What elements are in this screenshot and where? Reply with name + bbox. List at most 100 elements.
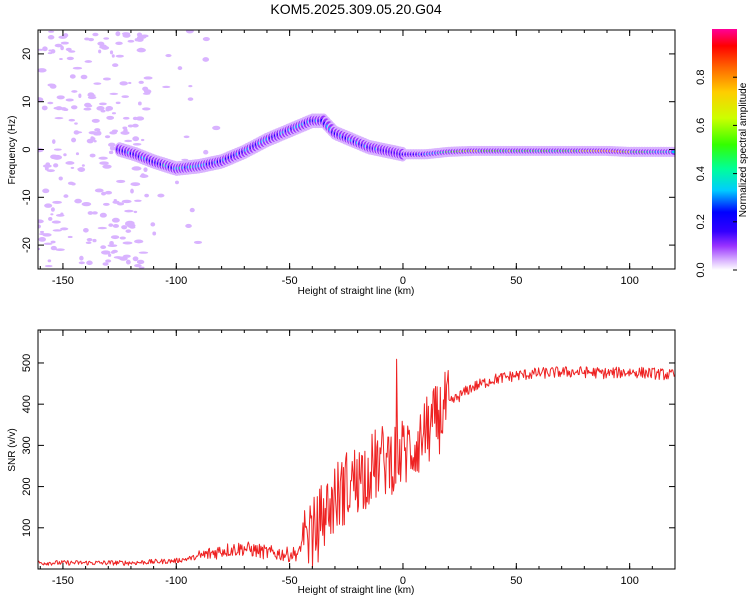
noise-speckle xyxy=(38,48,44,51)
noise-speckle xyxy=(42,164,52,168)
noise-speckle xyxy=(47,101,54,105)
noise-speckle xyxy=(50,154,58,160)
chart-title: KOM5.2025.309.05.20.G04 xyxy=(270,1,441,17)
noise-speckle xyxy=(104,190,113,195)
bottom-xtick-label: 50 xyxy=(510,575,522,587)
noise-speckle xyxy=(143,89,152,94)
noise-speckle xyxy=(101,191,107,196)
colorbar-tick-label: 0.2 xyxy=(695,214,707,229)
top-ytick-label: 20 xyxy=(21,48,33,60)
noise-speckle xyxy=(38,224,41,229)
noise-speckle xyxy=(177,66,183,71)
noise-speckle xyxy=(50,245,57,251)
noise-speckle xyxy=(79,255,84,261)
noise-speckle xyxy=(133,210,138,214)
snr-frame xyxy=(37,329,676,570)
snr-series-line xyxy=(38,358,675,568)
noise-speckle xyxy=(136,47,146,53)
noise-speckle xyxy=(110,235,120,240)
noise-speckle xyxy=(58,176,63,181)
noise-speckle xyxy=(97,226,107,230)
noise-speckle xyxy=(91,118,100,123)
noise-speckle xyxy=(105,108,110,112)
noise-speckle xyxy=(52,229,63,232)
noise-speckle xyxy=(203,149,209,155)
bottom-ytick-label: 300 xyxy=(21,436,33,454)
noise-speckle xyxy=(88,37,94,42)
noise-speckle xyxy=(83,227,89,233)
noise-speckle xyxy=(125,259,131,265)
bottom-ytick-label: 400 xyxy=(21,395,33,413)
noise-speckle xyxy=(212,125,221,131)
noise-speckle xyxy=(38,147,44,153)
noise-speckle xyxy=(74,122,78,125)
noise-speckle xyxy=(119,81,128,86)
noise-speckle xyxy=(108,142,116,147)
top-xtick-label: 50 xyxy=(510,275,522,287)
noise-speckle xyxy=(100,250,111,255)
noise-speckle xyxy=(116,179,126,183)
noise-speckle xyxy=(93,82,102,85)
noise-speckle xyxy=(75,152,80,156)
noise-speckle xyxy=(104,135,111,139)
noise-speckle xyxy=(92,32,99,37)
noise-speckle xyxy=(105,259,112,263)
noise-speckle xyxy=(185,30,194,34)
noise-speckle xyxy=(63,194,69,198)
noise-speckle xyxy=(122,241,133,245)
noise-speckle xyxy=(44,166,49,171)
noise-speckle xyxy=(53,163,59,168)
noise-speckle xyxy=(185,223,192,229)
noise-speckle xyxy=(68,50,76,53)
bottom-xtick-label: -100 xyxy=(165,575,187,587)
noise-speckle xyxy=(87,211,94,215)
noise-speckle xyxy=(80,74,88,80)
noise-speckle xyxy=(136,259,145,265)
noise-speckle xyxy=(120,131,130,135)
noise-speckle xyxy=(115,101,121,105)
noise-speckle xyxy=(132,136,140,142)
noise-speckle xyxy=(202,57,210,62)
noise-speckle xyxy=(53,148,62,151)
noise-speckle xyxy=(121,95,130,99)
top-xtick-label: -50 xyxy=(282,275,298,287)
noise-speckle xyxy=(132,256,139,262)
noise-speckle xyxy=(92,238,97,243)
noise-speckle xyxy=(130,182,141,187)
noise-speckle xyxy=(91,211,98,215)
noise-speckle xyxy=(115,41,123,46)
noise-speckle xyxy=(122,116,130,120)
noise-speckle xyxy=(99,161,109,165)
noise-speckle xyxy=(48,216,53,221)
noise-speckle xyxy=(100,245,107,250)
noise-speckle xyxy=(78,261,86,265)
noise-speckle xyxy=(121,32,131,36)
noise-speckle xyxy=(112,63,119,68)
colorbar: 0.0 0.2 0.4 0.6 0.8 Normalized spectral ampl… xyxy=(695,29,749,278)
noise-speckle xyxy=(109,50,114,55)
noise-speckle xyxy=(94,128,101,132)
noise-speckle xyxy=(56,95,65,100)
noise-speckle xyxy=(110,250,116,254)
noise-speckle xyxy=(85,104,93,108)
noise-speckle xyxy=(94,188,104,193)
noise-speckle xyxy=(134,264,142,268)
top-xtick-label: -100 xyxy=(165,275,187,287)
noise-speckle xyxy=(128,81,132,85)
noise-speckle xyxy=(46,169,55,173)
noise-speckle xyxy=(107,244,118,247)
noise-speckle xyxy=(52,139,56,144)
noise-speckle xyxy=(125,229,132,233)
noise-speckle xyxy=(59,58,63,61)
noise-speckle xyxy=(60,212,64,216)
noise-speckle xyxy=(102,164,112,169)
noise-speckle xyxy=(101,45,110,50)
bottom-xtick-label: 100 xyxy=(620,575,638,587)
noise-speckle xyxy=(98,156,108,160)
top-ytick-label: -20 xyxy=(21,237,33,253)
noise-speckle xyxy=(127,39,135,43)
noise-speckle xyxy=(67,235,73,239)
colorbar-tick-label: 0.4 xyxy=(695,166,707,181)
noise-speckle xyxy=(73,130,80,135)
noise-speckle xyxy=(143,76,153,80)
